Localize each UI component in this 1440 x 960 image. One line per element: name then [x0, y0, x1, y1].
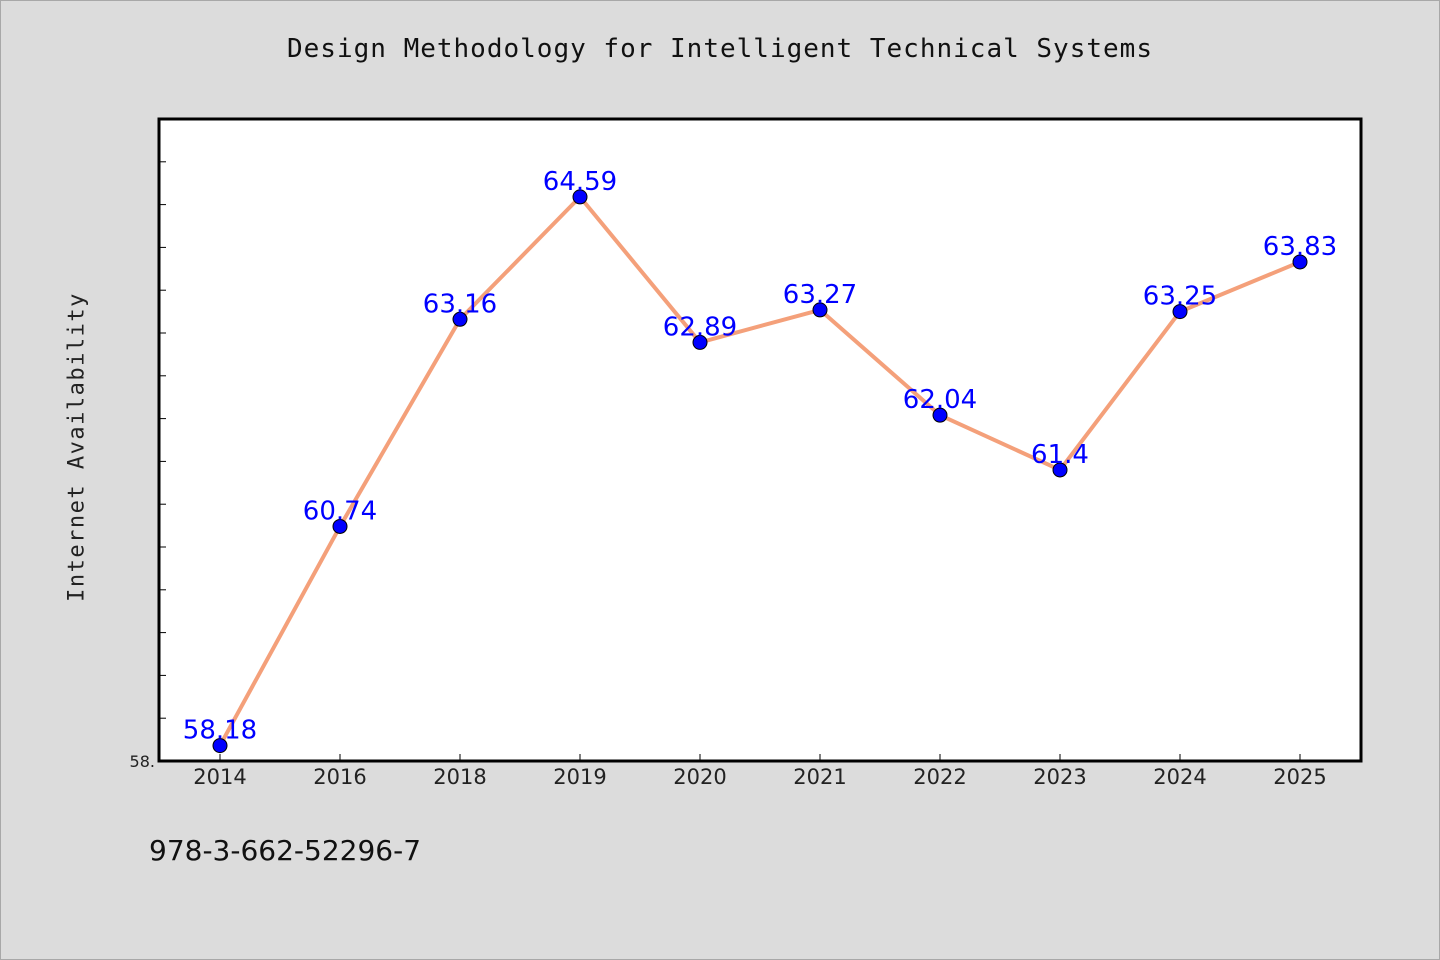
y-tick-label: 58. [130, 752, 155, 771]
data-label: 61.4 [1031, 440, 1089, 470]
data-label: 60.74 [303, 496, 377, 526]
x-tick-label: 2019 [553, 765, 606, 789]
data-point [572, 189, 588, 205]
plot-area [159, 119, 1361, 761]
data-label: 63.83 [1263, 232, 1337, 262]
series-line [218, 194, 1302, 748]
chart-title: Design Methodology for Intelligent Techn… [287, 34, 1153, 64]
data-point [932, 407, 948, 423]
data-label: 63.27 [783, 280, 857, 310]
data-label: 64.59 [543, 167, 617, 197]
x-tick-label: 2018 [433, 765, 486, 789]
data-label: 63.16 [423, 289, 497, 319]
x-tick-label: 2023 [1033, 765, 1086, 789]
data-point [452, 311, 468, 327]
footer-isbn: 978-3-662-52296-7 [149, 834, 422, 867]
plot-frame [157, 117, 1363, 763]
data-point [812, 302, 828, 318]
data-label: 62.89 [663, 312, 737, 342]
data-point [692, 334, 708, 350]
data-point [1172, 304, 1188, 320]
x-tick-label: 2016 [313, 765, 366, 789]
data-point [1292, 254, 1308, 270]
data-point [1052, 462, 1068, 478]
data-label: 62.04 [903, 385, 977, 415]
data-label-layer: 58.18 60.74 63.16 64.59 62.89 63.27 62.04 61.4 6… [183, 167, 1337, 746]
x-tick-label: 2014 [193, 765, 246, 789]
x-tick-label: 2022 [913, 765, 966, 789]
x-tick-label: 2024 [1153, 765, 1206, 789]
data-point [332, 518, 348, 534]
data-point [212, 738, 228, 754]
series-marker-layer [212, 189, 1308, 754]
series-line-layer [218, 194, 1302, 748]
data-label: 63.25 [1143, 282, 1217, 312]
data-label: 58.18 [183, 716, 257, 746]
x-tick-label: 2021 [793, 765, 846, 789]
x-axis-ticks: 2014 2016 2018 2019 2020 2021 2022 2023 2024 2025 [193, 754, 1327, 789]
x-tick-label: 2025 [1273, 765, 1326, 789]
x-tick-label: 2020 [673, 765, 726, 789]
